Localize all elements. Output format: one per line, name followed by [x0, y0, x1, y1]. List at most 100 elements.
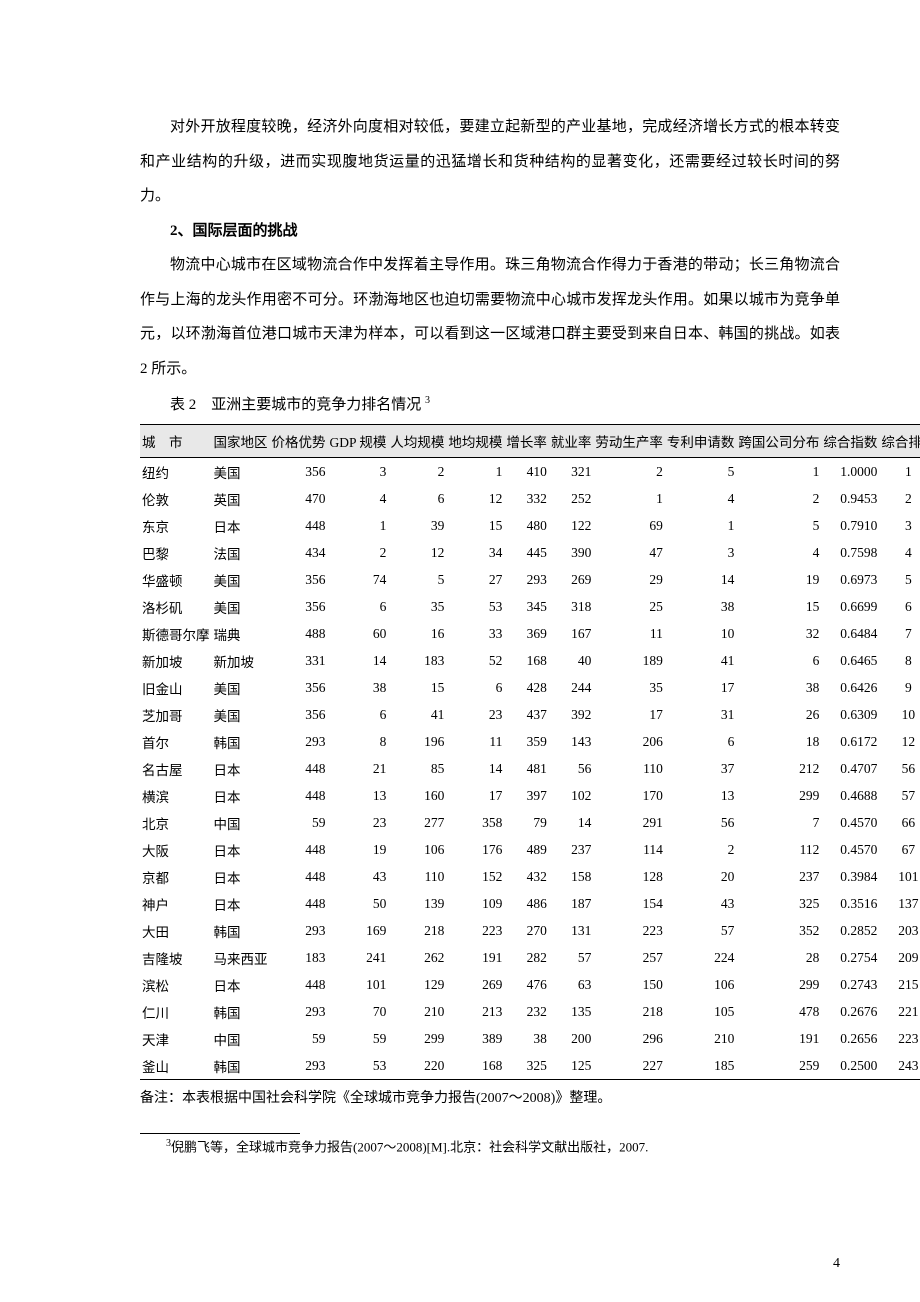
table-cell: 102 — [549, 782, 594, 809]
col-patent: 专利申请数 — [665, 425, 737, 458]
table-cell: 434 — [270, 539, 328, 566]
table-cell: 38 — [736, 674, 821, 701]
table-cell: 日本 — [212, 836, 270, 863]
table-cell: 4 — [665, 485, 737, 512]
table-cell: 0.4570 — [821, 809, 879, 836]
table-row: 神户日本44850139109486187154433250.3516137 — [140, 890, 920, 917]
table-cell: 480 — [504, 512, 549, 539]
table-cell: 6 — [328, 593, 389, 620]
table-cell: 18 — [736, 728, 821, 755]
page-number: 4 — [833, 1256, 840, 1272]
table-cell: 3 — [665, 539, 737, 566]
table-row: 北京中国592327735879142915670.457066 — [140, 809, 920, 836]
table-cell: 京都 — [140, 863, 212, 890]
table-cell: 52 — [446, 647, 504, 674]
table-cell: 0.9453 — [821, 485, 879, 512]
table-cell: 新加坡 — [212, 647, 270, 674]
table-cell: 0.6699 — [821, 593, 879, 620]
table-row: 巴黎法国4342123444539047340.75984 — [140, 539, 920, 566]
table-cell: 53 — [446, 593, 504, 620]
table-cell: 15 — [736, 593, 821, 620]
table-cell: 486 — [504, 890, 549, 917]
table-cell: 1 — [446, 458, 504, 486]
table-cell: 106 — [388, 836, 446, 863]
table-cell: 299 — [736, 971, 821, 998]
table-cell: 259 — [736, 1052, 821, 1080]
table-cell: 0.7910 — [821, 512, 879, 539]
table-cell: 43 — [665, 890, 737, 917]
table-cell: 6 — [446, 674, 504, 701]
table-cell: 296 — [593, 1025, 665, 1052]
table-cell: 华盛顿 — [140, 566, 212, 593]
table-cell: 大阪 — [140, 836, 212, 863]
table-cell: 13 — [665, 782, 737, 809]
table-cell: 437 — [504, 701, 549, 728]
col-employ: 就业率 — [549, 425, 594, 458]
table-cell: 10 — [879, 701, 920, 728]
table-cell: 257 — [593, 944, 665, 971]
table-cell: 489 — [504, 836, 549, 863]
table-cell: 英国 — [212, 485, 270, 512]
table-cell: 38 — [665, 593, 737, 620]
table-cell: 0.6465 — [821, 647, 879, 674]
table-cell: 185 — [665, 1052, 737, 1080]
table-cell: 38 — [504, 1025, 549, 1052]
table-row: 芝加哥美国356641234373921731260.630910 — [140, 701, 920, 728]
table-cell: 56 — [879, 755, 920, 782]
table-cell: 日本 — [212, 512, 270, 539]
table-row: 釜山韩国293532201683251252271852590.2500243 — [140, 1052, 920, 1080]
table-cell: 0.6172 — [821, 728, 879, 755]
table-cell: 40 — [549, 647, 594, 674]
table-cell: 237 — [549, 836, 594, 863]
table-cell: 241 — [328, 944, 389, 971]
table-cell: 8 — [879, 647, 920, 674]
table-cell: 3 — [328, 458, 389, 486]
table-cell: 37 — [665, 755, 737, 782]
table-cell: 0.6484 — [821, 620, 879, 647]
table-cell: 日本 — [212, 890, 270, 917]
table-cell: 196 — [388, 728, 446, 755]
competitiveness-table: 城 市 国家地区 价格优势 GDP 规模 人均规模 地均规模 增长率 就业率 劳… — [140, 424, 920, 1080]
table-cell: 0.2852 — [821, 917, 879, 944]
table-cell: 470 — [270, 485, 328, 512]
table-cell: 293 — [270, 998, 328, 1025]
body-paragraph: 物流中心城市在区域物流合作中发挥着主导作用。珠三角物流合作得力于香港的带动；长三… — [140, 248, 840, 386]
table-cell: 美国 — [212, 701, 270, 728]
table-cell: 12 — [446, 485, 504, 512]
table-cell: 23 — [446, 701, 504, 728]
table-cell: 天津 — [140, 1025, 212, 1052]
table-cell: 215 — [879, 971, 920, 998]
table-cell: 160 — [388, 782, 446, 809]
table-row: 天津中国5959299389382002962101910.2656223 — [140, 1025, 920, 1052]
table-cell: 5 — [665, 458, 737, 486]
table-cell: 189 — [593, 647, 665, 674]
table-cell: 325 — [736, 890, 821, 917]
table-cell: 4 — [736, 539, 821, 566]
table-row: 伦敦英国47046123322521420.94532 — [140, 485, 920, 512]
table-row: 大阪日本4481910617648923711421120.457067 — [140, 836, 920, 863]
table-cell: 纽约 — [140, 458, 212, 486]
table-cell: 53 — [328, 1052, 389, 1080]
table-cell: 28 — [736, 944, 821, 971]
table-cell: 11 — [446, 728, 504, 755]
table-cell: 262 — [388, 944, 446, 971]
table-cell: 269 — [446, 971, 504, 998]
table-row: 洛杉矶美国356635533453182538150.66996 — [140, 593, 920, 620]
table-cell: 0.2500 — [821, 1052, 879, 1080]
table-cell: 3 — [879, 512, 920, 539]
table-cell: 203 — [879, 917, 920, 944]
table-cell: 6 — [388, 485, 446, 512]
table-cell: 74 — [328, 566, 389, 593]
table-cell: 巴黎 — [140, 539, 212, 566]
table-cell: 0.4707 — [821, 755, 879, 782]
table-cell: 滨松 — [140, 971, 212, 998]
table-row: 名古屋日本44821851448156110372120.470756 — [140, 755, 920, 782]
footnote: 3倪鹏飞等，全球城市竞争力报告(2007～2008)[M].北京：社会科学文献出… — [140, 1136, 840, 1158]
table-cell: 6 — [736, 647, 821, 674]
table-cell: 293 — [504, 566, 549, 593]
table-cell: 14 — [665, 566, 737, 593]
table-cell: 369 — [504, 620, 549, 647]
table-cell: 224 — [665, 944, 737, 971]
table-cell: 41 — [665, 647, 737, 674]
table-cell: 0.6309 — [821, 701, 879, 728]
